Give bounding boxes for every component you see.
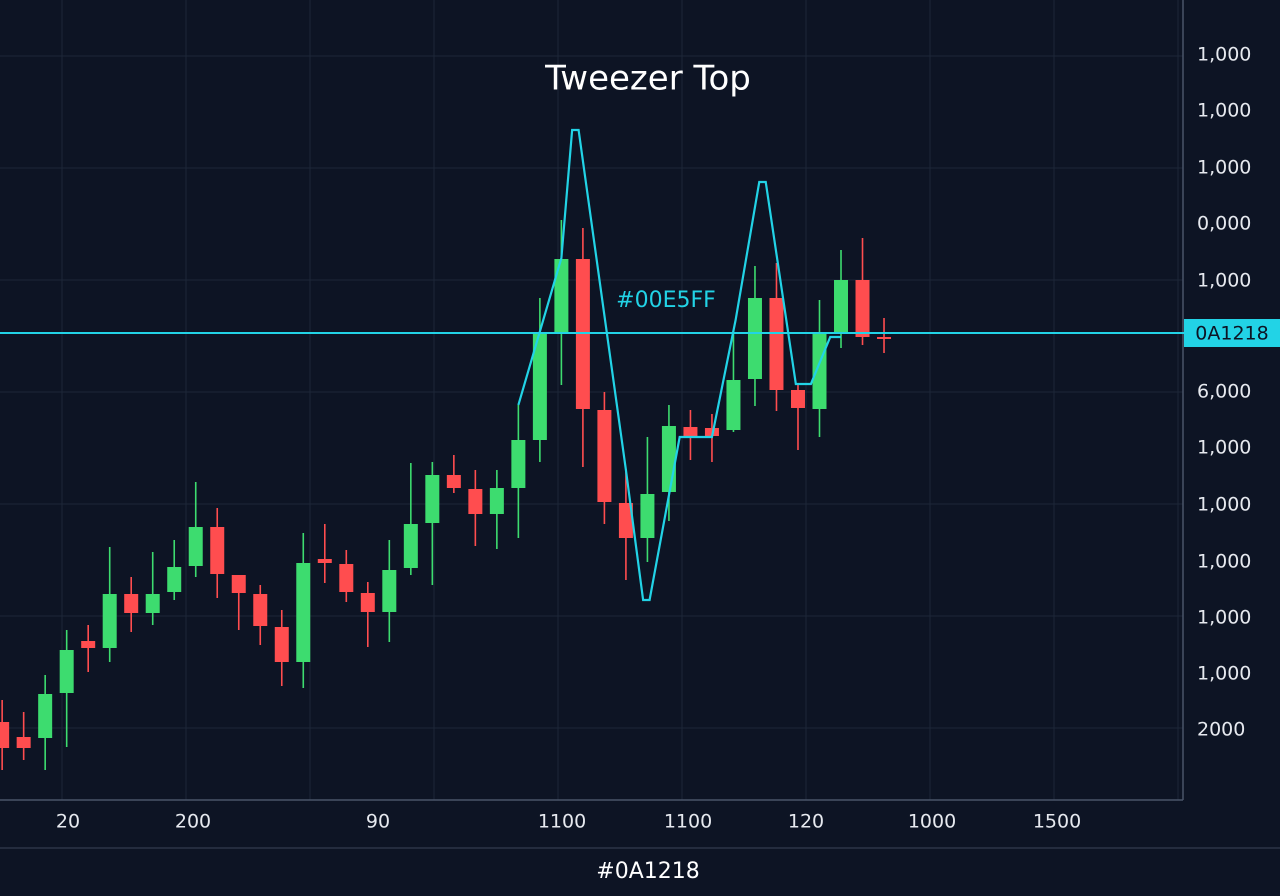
- candle-body: [726, 380, 741, 430]
- candle-body: [210, 527, 225, 574]
- candle-body: [597, 410, 612, 502]
- candle-body: [834, 280, 849, 333]
- y-tick-label: 1,000: [1197, 270, 1251, 292]
- y-tick-label: 1,000: [1197, 663, 1251, 685]
- candle-body: [145, 594, 160, 613]
- candle-body: [253, 594, 268, 626]
- candle-body: [747, 298, 762, 379]
- candle-body: [231, 575, 246, 593]
- candle-body: [339, 564, 354, 592]
- candle-body: [16, 737, 31, 748]
- y-tick-label: 1,000: [1197, 157, 1251, 179]
- candle-body: [532, 333, 547, 440]
- candle-body: [403, 524, 418, 568]
- candle-body: [81, 641, 96, 648]
- candle-body: [382, 570, 397, 612]
- candle-body: [554, 259, 569, 333]
- candle-body: [769, 298, 784, 390]
- candle-body: [812, 333, 827, 409]
- candle-body: [855, 280, 870, 337]
- candle-body: [790, 390, 805, 408]
- level-label: 0A1218: [1195, 323, 1268, 345]
- y-tick-label: 1,000: [1197, 44, 1251, 66]
- y-tick-label: 1,000: [1197, 607, 1251, 629]
- candle-body: [661, 426, 676, 492]
- candle-body: [317, 559, 332, 563]
- y-tick-label: 0,000: [1197, 213, 1251, 235]
- candle-body: [38, 694, 53, 738]
- chart-title: Tweezer Top: [544, 59, 751, 99]
- candle-body: [446, 475, 461, 488]
- y-tick-label: 1,000: [1197, 100, 1251, 122]
- candle-body: [618, 503, 633, 538]
- candle-body: [59, 650, 74, 693]
- grid: [0, 0, 1183, 800]
- x-tick-label: 1100: [664, 811, 712, 833]
- overlay-line: [517, 128, 842, 602]
- candle-body: [877, 337, 892, 339]
- x-tick-label: 120: [788, 811, 824, 833]
- candle-body: [683, 427, 698, 436]
- candle-body: [425, 475, 440, 523]
- candle-body: [274, 627, 289, 662]
- x-tick-label: 20: [56, 811, 80, 833]
- annotation: #00E5FF: [616, 288, 716, 313]
- candle-body: [489, 488, 504, 514]
- y-tick-label: 1,000: [1197, 494, 1251, 516]
- candle-body: [167, 567, 182, 592]
- candle-body: [468, 489, 483, 514]
- y-tick-label: 6,000: [1197, 381, 1251, 403]
- y-tick-label: 2000: [1197, 719, 1245, 741]
- candle-body: [296, 563, 311, 662]
- x-tick-label: 1000: [908, 811, 956, 833]
- candle-body: [640, 494, 655, 538]
- candle-body: [102, 594, 117, 648]
- x-axis-label: #0A1218: [596, 859, 699, 884]
- level-label-box: [1184, 319, 1280, 347]
- candle-body: [360, 593, 375, 612]
- candle-body: [124, 594, 139, 613]
- x-tick-label: 90: [366, 811, 390, 833]
- y-tick-label: 1,000: [1197, 437, 1251, 459]
- y-tick-label: 1,000: [1197, 551, 1251, 573]
- x-tick-label: 200: [175, 811, 211, 833]
- x-tick-label: 1500: [1033, 811, 1081, 833]
- x-tick-label: 1100: [538, 811, 586, 833]
- candle-body: [511, 440, 526, 488]
- candle-body: [188, 527, 203, 566]
- candle-body: [0, 722, 10, 748]
